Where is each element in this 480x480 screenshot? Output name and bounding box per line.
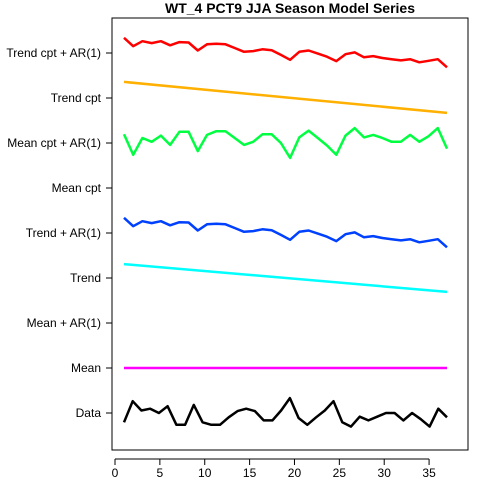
category-label: Trend cpt xyxy=(51,91,102,105)
x-tick-label: 30 xyxy=(378,466,392,480)
x-tick-label: 20 xyxy=(288,466,302,480)
category-label: Trend cpt + AR(1) xyxy=(6,46,101,60)
x-tick-label: 10 xyxy=(198,466,212,480)
plot-frame xyxy=(111,17,469,451)
category-label: Mean + AR(1) xyxy=(27,316,101,330)
x-tick-label: 5 xyxy=(157,466,164,480)
series-line-trend-cpt xyxy=(123,80,448,115)
x-tick-label: 0 xyxy=(112,466,119,480)
category-label: Trend xyxy=(70,271,101,285)
series-line-trend xyxy=(123,262,448,294)
x-axis: 0 5 10 15 20 25 30 35 xyxy=(112,458,436,480)
category-label: Trend + AR(1) xyxy=(26,226,101,240)
series-line-trend-ar-1 xyxy=(123,216,448,249)
series-line-trend-cpt-ar-1 xyxy=(123,36,448,69)
x-tick-label: 15 xyxy=(243,466,257,480)
category-label: Data xyxy=(76,406,102,420)
category-label: Mean cpt xyxy=(52,181,102,195)
category-labels: Data Mean Mean + AR(1) Trend Trend + AR(1) Me… xyxy=(6,46,112,420)
category-label: Mean xyxy=(71,361,101,375)
chart-title: WT_4 PCT9 JJA Season Model Series xyxy=(165,0,415,16)
series-line-data xyxy=(122,396,448,428)
x-tick-label: 35 xyxy=(422,466,436,480)
x-tick-label: 25 xyxy=(333,466,347,480)
category-label: Mean cpt + AR(1) xyxy=(7,136,101,150)
series-line-mean-cpt-ar-1 xyxy=(122,126,449,160)
series-lines xyxy=(122,36,449,428)
